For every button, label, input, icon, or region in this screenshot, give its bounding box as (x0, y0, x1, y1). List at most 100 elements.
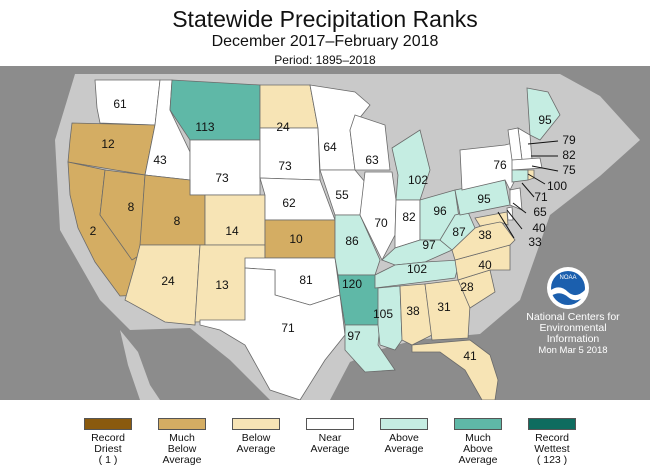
baja-california (120, 330, 160, 400)
rank-label-ne: 62 (282, 196, 296, 210)
rank-label-ky: 97 (422, 238, 436, 252)
legend-label: Much Above Average (458, 432, 498, 466)
state-wa (94, 79, 161, 126)
state-wv (439, 211, 476, 251)
period-label: Period: 1895–2018 (274, 53, 376, 67)
legend-item-much-below: Much Below Average (142, 418, 222, 466)
legend-label: Above Average (384, 432, 424, 455)
rank-label-sc: 28 (460, 280, 474, 294)
rank-label-oh: 96 (433, 204, 447, 218)
rank-label-nj: 71 (534, 190, 548, 204)
leader-line-nh (527, 140, 559, 145)
rank-label-wv: 87 (452, 225, 466, 239)
rank-label-ny: 76 (493, 158, 507, 172)
state-or (67, 122, 156, 176)
rank-label-mt: 113 (195, 120, 214, 134)
rank-label-wa: 61 (113, 97, 127, 111)
legend-swatch (84, 418, 132, 430)
rank-label-md: 40 (532, 221, 546, 235)
legend-label: Below Average (236, 432, 276, 455)
credit-date: Mon Mar 5 2018 (538, 345, 608, 356)
state-ga (424, 279, 471, 341)
precipitation-map: 6112284311373824141324736210817164558612… (0, 66, 650, 400)
legend-swatch (232, 418, 280, 430)
legend-item-record-wettest: Record Wettest ( 123 ) (512, 418, 592, 466)
state-tx (199, 267, 346, 400)
rank-label-wi: 63 (365, 153, 379, 167)
state-ma (511, 157, 543, 171)
rank-label-ut: 8 (174, 214, 181, 228)
rank-label-tn: 102 (407, 262, 427, 276)
rank-label-mo: 86 (345, 234, 359, 248)
legend-label: Record Driest ( 1 ) (91, 432, 125, 466)
rank-label-ca: 2 (90, 224, 97, 238)
legend-swatch (528, 418, 576, 430)
leader-line-de (512, 202, 527, 214)
rank-label-ga: 31 (437, 300, 451, 314)
state-fl (411, 339, 499, 400)
rank-label-tx: 71 (281, 321, 295, 335)
legend-item-record-driest: Record Driest ( 1 ) (68, 418, 148, 466)
leader-line-ct (527, 173, 546, 185)
rank-label-al: 38 (406, 304, 420, 318)
rank-label-ri: 33 (528, 235, 542, 249)
rank-label-id: 43 (153, 153, 167, 167)
leader-line-ri (497, 211, 515, 239)
legend-item-below: Below Average (216, 418, 296, 455)
legend-label: Much Below Average (162, 432, 202, 466)
rank-label-de: 65 (533, 205, 547, 219)
rank-label-nh: 79 (562, 133, 576, 147)
rank-label-ar: 120 (342, 277, 362, 291)
legend-item-above: Above Average (364, 418, 444, 455)
credit-line-2: Environmental (539, 322, 607, 334)
legend-label: Near Average (310, 432, 350, 455)
state-wi (349, 114, 391, 171)
map-title: Statewide Precipitation Ranks (172, 6, 478, 32)
noaa-logo-icon: NOAA (547, 267, 589, 309)
rank-label-ma: 75 (562, 163, 576, 177)
rank-label-me: 95 (538, 113, 552, 127)
rank-label-az: 24 (161, 274, 175, 288)
credit-line-1: National Centers for (526, 311, 620, 323)
legend-swatch (454, 418, 502, 430)
state-me (526, 87, 561, 141)
rank-label-nv: 8 (128, 200, 135, 214)
leader-line-ma (531, 165, 559, 172)
rank-label-ks: 10 (289, 232, 303, 246)
rank-label-co: 14 (225, 224, 239, 238)
rank-label-il: 70 (374, 216, 388, 230)
state-nv (99, 169, 146, 261)
rank-label-mn: 64 (323, 140, 337, 154)
legend-swatch (306, 418, 354, 430)
rank-label-ms: 105 (373, 307, 393, 321)
rank-label-va: 38 (478, 228, 492, 242)
noaa-logo-text: NOAA (559, 275, 576, 281)
rank-label-la: 97 (347, 329, 361, 343)
rank-label-in: 82 (402, 210, 416, 224)
rank-label-nd: 24 (276, 120, 290, 134)
legend-label: Record Wettest ( 123 ) (534, 432, 570, 466)
rank-label-pa: 95 (477, 192, 491, 206)
leader-line-nj (521, 182, 535, 198)
credit-line-3: Information (546, 333, 600, 345)
rank-label-ok: 81 (299, 273, 313, 287)
state-ct (511, 169, 529, 183)
rank-label-mi: 102 (408, 173, 428, 187)
rank-label-nc: 40 (478, 258, 492, 272)
leader-line-md (506, 209, 523, 230)
rank-label-sd: 73 (278, 159, 292, 173)
rank-label-ct: 100 (547, 179, 567, 193)
rank-label-vt: 82 (562, 148, 576, 162)
legend-swatch (158, 418, 206, 430)
rank-label-nm: 13 (215, 278, 229, 292)
legend-item-much-above: Much Above Average (438, 418, 518, 466)
map-subtitle: December 2017–February 2018 (211, 33, 439, 50)
state-wy (189, 139, 261, 196)
rank-label-fl: 41 (463, 349, 477, 363)
legend-item-near: Near Average (290, 418, 370, 455)
rank-label-ia: 55 (335, 188, 349, 202)
state-al (399, 283, 433, 346)
rank-label-or: 12 (101, 137, 115, 151)
legend-swatch (380, 418, 428, 430)
rank-label-wy: 73 (215, 171, 229, 185)
